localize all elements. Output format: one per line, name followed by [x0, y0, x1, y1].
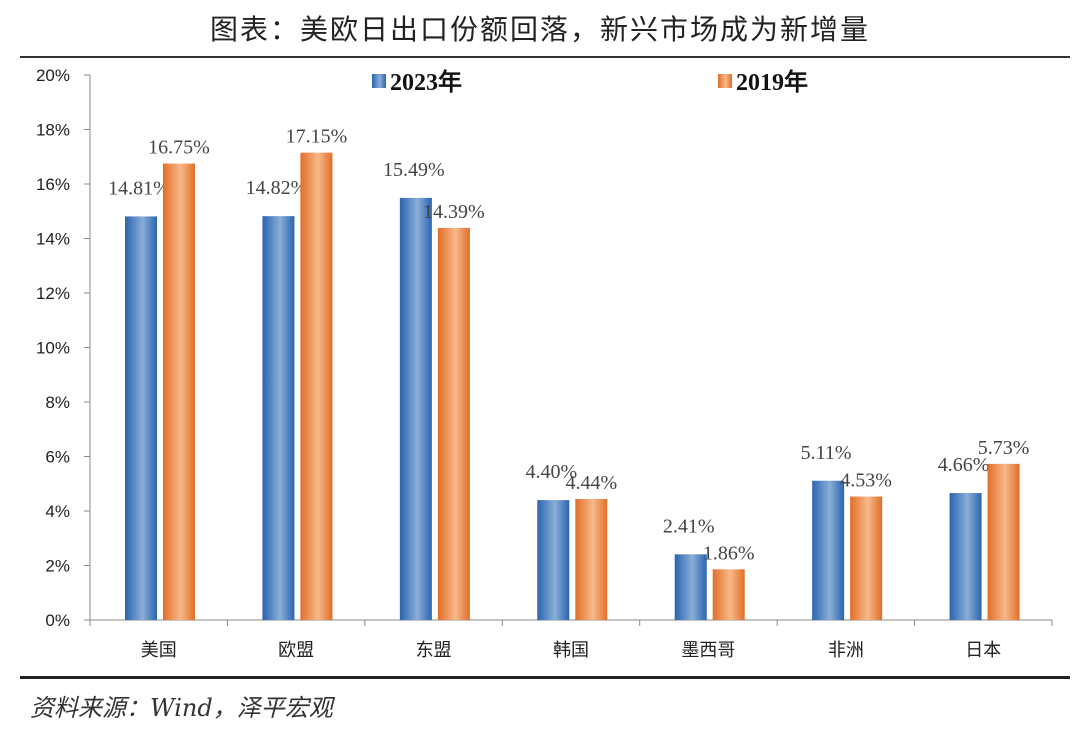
- y-tick-label: 6%: [45, 448, 70, 467]
- data-label: 5.11%: [801, 442, 852, 464]
- legend-label: 2023年: [390, 68, 462, 96]
- bar-2019: [575, 499, 608, 620]
- bar-2023: [399, 197, 432, 620]
- bar-2023: [125, 216, 157, 621]
- bar-2023: [812, 480, 845, 620]
- source-note: 资料来源：Wind，泽平宏观: [30, 694, 333, 722]
- legend-swatch-0: [372, 74, 386, 88]
- title-divider: [20, 56, 1070, 58]
- bar-2023: [262, 216, 295, 620]
- bar-2019: [437, 227, 470, 620]
- bar-2019: [300, 152, 333, 620]
- y-tick-label: 8%: [45, 393, 70, 412]
- x-category-label: 美国: [141, 640, 177, 661]
- footer-divider: [20, 676, 1070, 679]
- y-tick-label: 10%: [36, 339, 70, 358]
- y-tick-label: 16%: [36, 175, 70, 194]
- bar-2019: [712, 569, 745, 620]
- x-category-label: 韩国: [553, 640, 589, 661]
- data-label: 2.41%: [663, 515, 715, 537]
- data-label: 15.49%: [383, 159, 445, 181]
- data-label: 14.39%: [423, 201, 485, 223]
- chart-title: 图表：美欧日出口份额回落，新兴市场成为新增量: [209, 13, 870, 46]
- data-label: 5.73%: [978, 437, 1030, 459]
- data-label: 14.81%: [108, 177, 170, 199]
- y-tick-label: 20%: [36, 66, 70, 85]
- y-tick-label: 2%: [45, 557, 70, 576]
- y-tick-label: 4%: [45, 502, 70, 521]
- data-label: 1.86%: [703, 542, 755, 564]
- data-label: 4.40%: [525, 461, 577, 483]
- data-label: 4.44%: [565, 472, 617, 494]
- y-tick-label: 18%: [36, 121, 70, 140]
- bar-2019: [987, 463, 1020, 620]
- data-label: 4.66%: [938, 454, 990, 476]
- data-label: 16.75%: [148, 137, 210, 159]
- x-category-label: 日本: [965, 640, 1001, 661]
- y-tick-label: 14%: [36, 230, 70, 249]
- data-label: 14.82%: [246, 177, 308, 199]
- bar-2023: [674, 554, 707, 620]
- x-category-label: 墨西哥: [681, 640, 735, 661]
- bar-2019: [850, 496, 883, 620]
- data-label: 4.53%: [840, 470, 892, 492]
- x-category-label: 欧盟: [278, 640, 314, 661]
- legend-label: 2019年: [736, 68, 808, 96]
- bar-2023: [949, 493, 982, 620]
- data-label: 17.15%: [286, 126, 348, 148]
- legend-swatch-1: [718, 74, 732, 88]
- bar-2019: [163, 163, 195, 620]
- x-category-label: 东盟: [416, 640, 452, 661]
- x-category-label: 非洲: [828, 640, 864, 661]
- y-tick-label: 12%: [36, 284, 70, 303]
- bar-2023: [537, 500, 570, 620]
- y-tick-label: 0%: [45, 611, 70, 630]
